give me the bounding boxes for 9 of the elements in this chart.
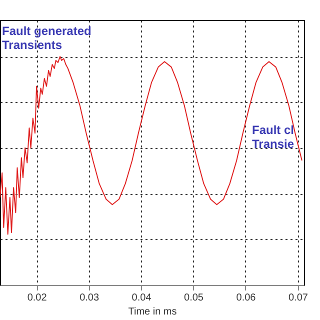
x-tick-label: 0.02 <box>27 292 48 304</box>
text: Fault generated Transients <box>2 24 92 52</box>
x-tick-label: 0.06 <box>236 292 256 304</box>
x-tick-label: 0.05 <box>184 292 204 304</box>
x-tick-label: 0.03 <box>80 292 100 304</box>
x-tick-label: 0.04 <box>132 292 152 304</box>
annotation: Fault cl Transie <box>252 123 294 151</box>
x-tick-label: 0.07 <box>288 292 308 304</box>
x-axis-title: Time in ms <box>128 306 177 318</box>
